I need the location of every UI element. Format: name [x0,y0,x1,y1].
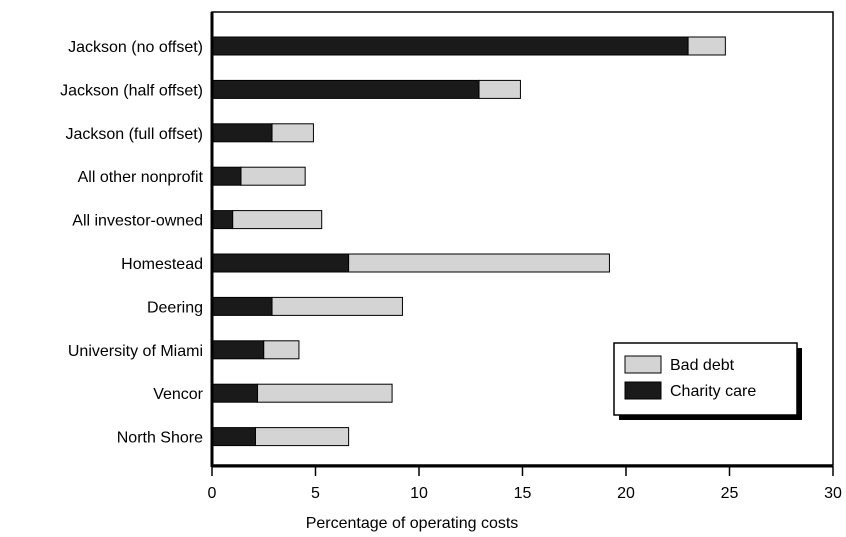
x-tick-label-5: 5 [311,485,320,502]
category-label-jackson-no-offset: Jackson (no offset) [68,39,203,56]
bar-charity-care-university-of-miami [211,340,265,360]
legend-items: Bad debt Charity care [624,355,756,400]
category-label-deering: Deering [147,299,203,316]
legend-label-charity-care: Charity care [670,383,756,400]
category-label-jackson-half-offset: Jackson (half offset) [60,82,203,99]
bar-bad-debt-all-investor-owned [232,210,323,230]
x-tick-label-30: 30 [824,485,842,502]
bar-bad-debt-university-of-miami [263,340,300,360]
category-label-jackson-full-offset: Jackson (full offset) [65,126,203,143]
x-tick-label-0: 0 [208,485,217,502]
bar-bad-debt-jackson-no-offset [687,36,726,56]
bar-bad-debt-deering [271,296,403,316]
legend-swatch-charity-care [624,381,662,400]
bar-charity-care-all-other-nonprofit [211,166,242,186]
category-label-all-investor-owned: All investor-owned [72,213,203,230]
bar-charity-care-jackson-no-offset [211,36,689,56]
category-label-university-of-miami: University of Miami [68,343,203,360]
category-label-all-other-nonprofit: All other nonprofit [78,169,204,186]
bars-group [211,36,726,447]
x-tick-label-10: 10 [410,485,428,502]
legend-swatch-bad-debt [624,355,662,374]
legend: Bad debt Charity care [613,342,802,420]
category-label-homestead: Homestead [121,256,203,273]
bar-bad-debt-vencor [257,383,393,403]
bar-charity-care-jackson-half-offset [211,79,480,99]
x-tick-label-15: 15 [514,485,532,502]
category-label-vencor: Vencor [153,386,203,403]
x-axis-title: Percentage of operating costs [306,515,519,532]
bar-bad-debt-jackson-full-offset [271,123,314,143]
x-tick-label-25: 25 [721,485,739,502]
legend-label-bad-debt: Bad debt [670,357,735,374]
legend-box [613,342,798,416]
x-ticks: 0 5 10 15 20 25 30 [208,466,842,502]
category-labels: Jackson (no offset) Jackson (half offset)… [60,39,204,447]
bar-bad-debt-jackson-half-offset [478,79,521,99]
bar-charity-care-homestead [211,253,350,273]
bar-charity-care-all-investor-owned [211,210,234,230]
category-label-north-shore: North Shore [117,430,203,447]
bar-bad-debt-homestead [348,253,610,273]
bar-bad-debt-north-shore [254,427,350,447]
bar-charity-care-vencor [211,383,259,403]
bar-charity-care-north-shore [211,427,256,447]
x-tick-label-20: 20 [617,485,635,502]
bar-bad-debt-all-other-nonprofit [240,166,306,186]
bar-charity-care-deering [211,296,273,316]
bar-charity-care-jackson-full-offset [211,123,273,143]
